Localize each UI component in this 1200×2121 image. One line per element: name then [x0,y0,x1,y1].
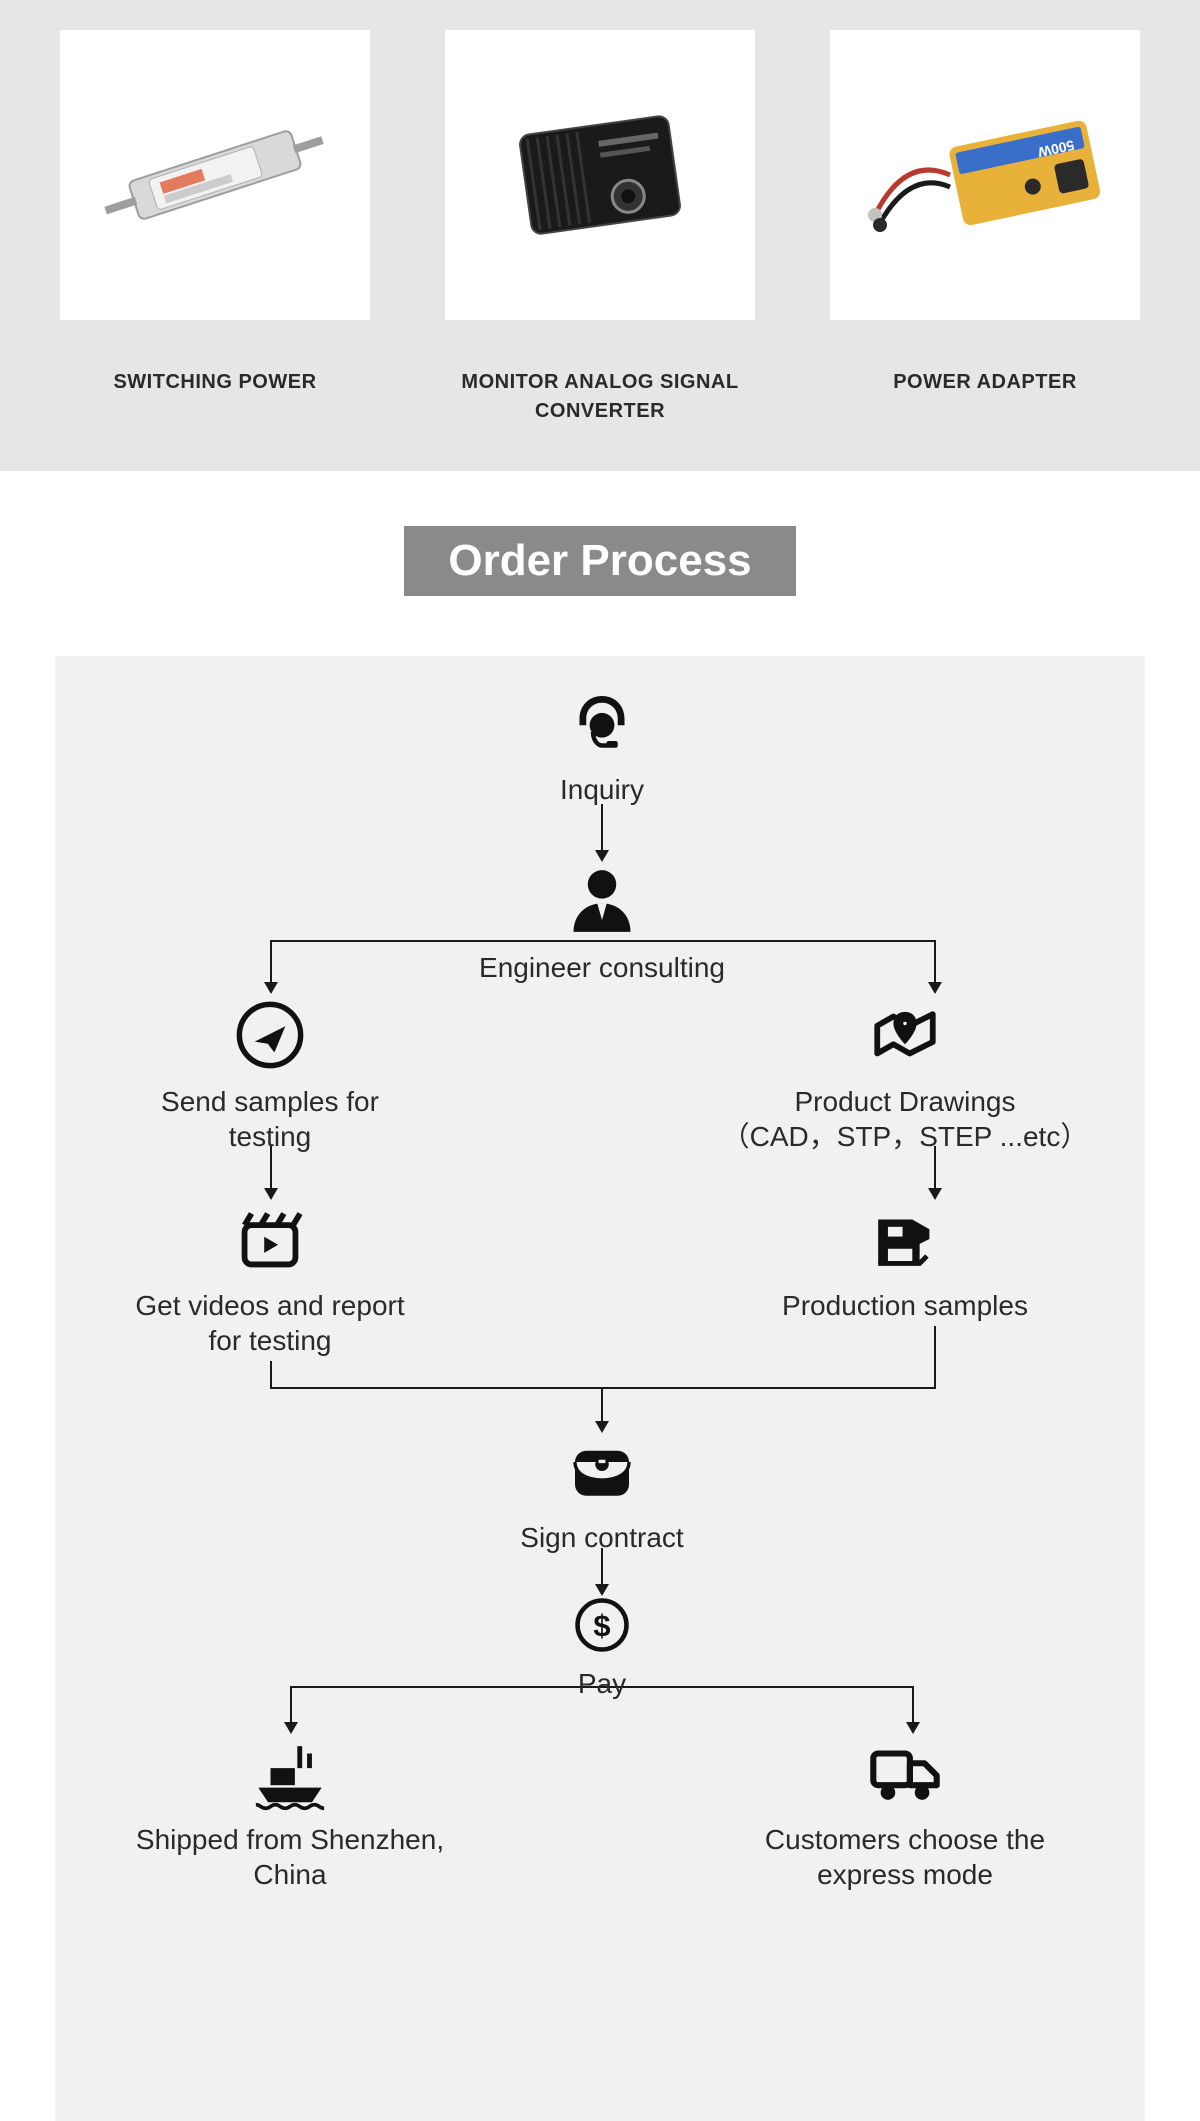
headset-icon [563,684,641,762]
product-card: MONITOR ANALOG SIGNAL CONVERTER [445,30,755,426]
section-title-wrap: Order Process [0,526,1200,596]
connector [601,1387,603,1423]
node-inquiry: Inquiry [532,684,672,807]
node-label: Pay [578,1666,626,1701]
arrow-icon [264,982,278,994]
node-videos: Get videos and report for testing [120,1200,420,1358]
node-ship: Shipped from Shenzhen, China [120,1734,460,1892]
connector [290,1686,292,1724]
connector [270,940,272,984]
product-label: POWER ADAPTER [893,368,1077,397]
product-image-converter [445,30,755,320]
node-express: Customers choose the express mode [735,1734,1075,1892]
connector [912,1686,914,1724]
node-label: Shipped from Shenzhen, China [120,1822,460,1892]
truck-icon [866,1734,944,1812]
ship-icon [251,1734,329,1812]
products-row: SWITCHING POWER MONI [0,0,1200,471]
plane-icon [231,996,309,1074]
person-icon [563,862,641,940]
node-label: Inquiry [560,772,644,807]
envelope-icon [563,1432,641,1510]
section-title: Order Process [404,526,795,596]
connector [270,1387,936,1389]
node-label: Customers choose the express mode [735,1822,1075,1892]
connector [934,1326,936,1389]
arrow-icon [264,1188,278,1200]
node-production-samples: Production samples [765,1200,1045,1323]
node-drawings: Product Drawings （CAD，STP，STEP ...etc） [685,996,1125,1154]
arrow-icon [928,982,942,994]
product-image-switching-power [60,30,370,320]
node-label: Send samples for testing [130,1084,410,1154]
dollar-icon: $ [571,1594,633,1656]
connector [270,1361,272,1389]
product-card: SWITCHING POWER [60,30,370,426]
product-label: SWITCHING POWER [113,368,316,397]
connector [601,804,603,852]
machine-icon [866,1200,944,1278]
product-image-adapter: 500W [830,30,1140,320]
svg-text:$: $ [593,1608,610,1643]
node-pay: $ Pay [542,1594,662,1701]
arrow-icon [595,850,609,862]
node-label: Production samples [782,1288,1028,1323]
node-engineer: Engineer consulting [452,862,752,985]
product-card: 500W POWER ADAPTER [830,30,1140,426]
node-label: Product Drawings （CAD，STP，STEP ...etc） [722,1084,1089,1154]
process-panel: Inquiry Engineer consulting Send samples… [55,656,1145,2121]
node-label: Get videos and report for testing [120,1288,420,1358]
node-samples: Send samples for testing [130,996,410,1154]
connector [934,940,936,984]
map-pin-icon [866,996,944,1074]
clapper-icon [231,1200,309,1278]
product-label: MONITOR ANALOG SIGNAL CONVERTER [445,368,755,426]
node-label: Engineer consulting [479,950,725,985]
node-label: Sign contract [520,1520,683,1555]
node-contract: Sign contract [492,1432,712,1555]
